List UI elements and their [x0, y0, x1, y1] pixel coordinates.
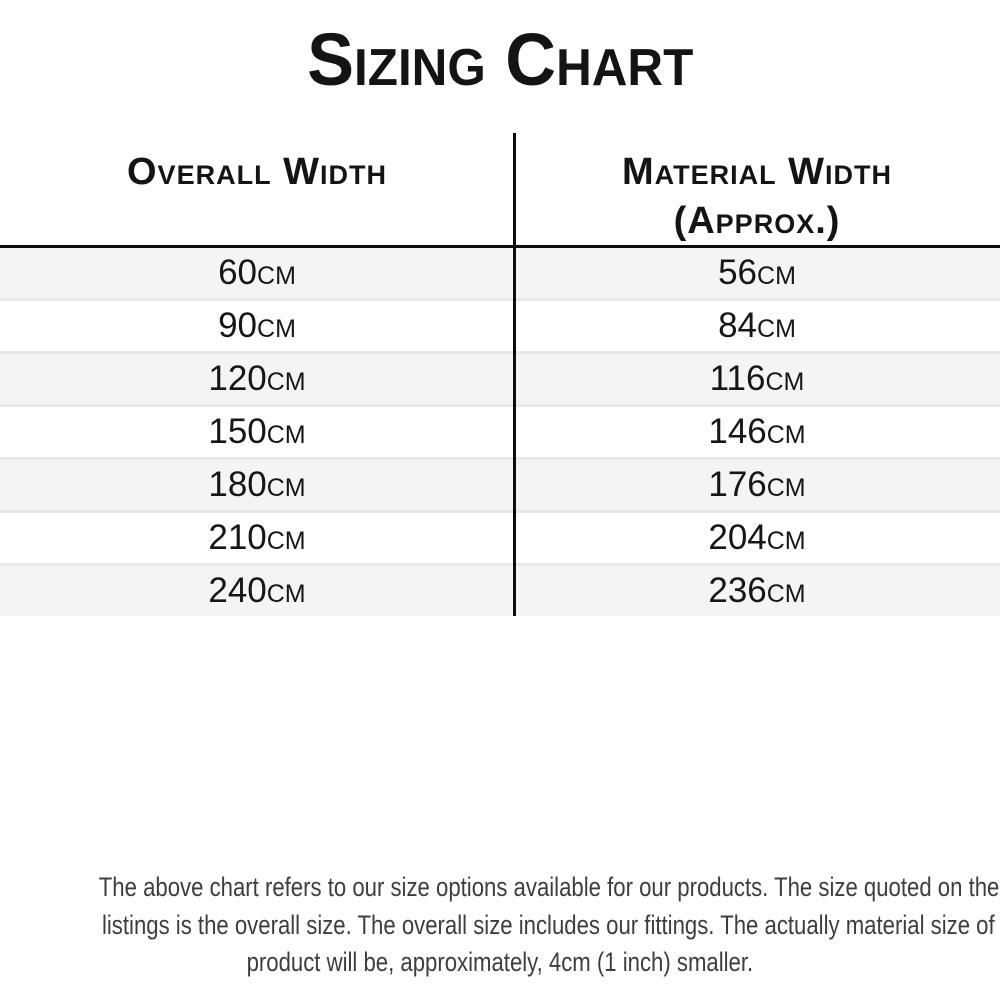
footer-note: The above chart refers to our size optio… — [0, 869, 1000, 982]
table-row: 120cm 116cm — [0, 354, 1000, 407]
table-header-material-line1: Material Width — [621, 151, 893, 193]
footer-note-line: The above chart refers to our size optio… — [98, 872, 1000, 902]
table-header-material-line2: (Approx.) — [673, 200, 841, 242]
table-row: 60cm 56cm — [0, 248, 1000, 301]
overall-cell: 60cm — [218, 253, 296, 292]
material-cell: 56cm — [718, 253, 796, 292]
overall-cell: 240cm — [208, 571, 306, 610]
footer-note-line: listings is the overall size. The overal… — [101, 909, 1000, 940]
overall-cell: 210cm — [208, 518, 306, 557]
table-row: 180cm 176cm — [0, 460, 1000, 513]
column-divider — [513, 133, 516, 616]
page-title: Sizing Chart — [0, 22, 1000, 98]
table-header-row: Overall Width Material Width (Approx.) — [0, 148, 1000, 246]
table-row: 240cm 236cm — [0, 566, 1000, 616]
overall-cell: 180cm — [208, 465, 306, 504]
overall-cell: 120cm — [208, 359, 306, 398]
sizing-table: 60cm 56cm 90cm 84cm 120cm 116cm 150cm 14… — [0, 248, 1000, 616]
material-cell: 204cm — [708, 518, 806, 557]
table-row: 210cm 204cm — [0, 513, 1000, 566]
footer-note-line: product will be, approximately, 4cm (1 i… — [246, 947, 754, 977]
material-cell: 176cm — [708, 465, 806, 504]
header-rule — [0, 245, 1000, 248]
material-cell: 236cm — [708, 571, 806, 610]
material-cell: 146cm — [708, 412, 806, 451]
overall-cell: 90cm — [218, 306, 296, 345]
table-header-overall: Overall Width — [0, 148, 514, 246]
material-cell: 84cm — [718, 306, 796, 345]
material-cell: 116cm — [709, 359, 805, 398]
table-row: 150cm 146cm — [0, 407, 1000, 460]
page-title-text: Sizing Chart — [306, 18, 694, 101]
table-header-material: Material Width (Approx.) — [514, 148, 1000, 246]
overall-cell: 150cm — [208, 412, 306, 451]
table-header-overall-line1: Overall Width — [127, 151, 387, 193]
table-row: 90cm 84cm — [0, 301, 1000, 354]
